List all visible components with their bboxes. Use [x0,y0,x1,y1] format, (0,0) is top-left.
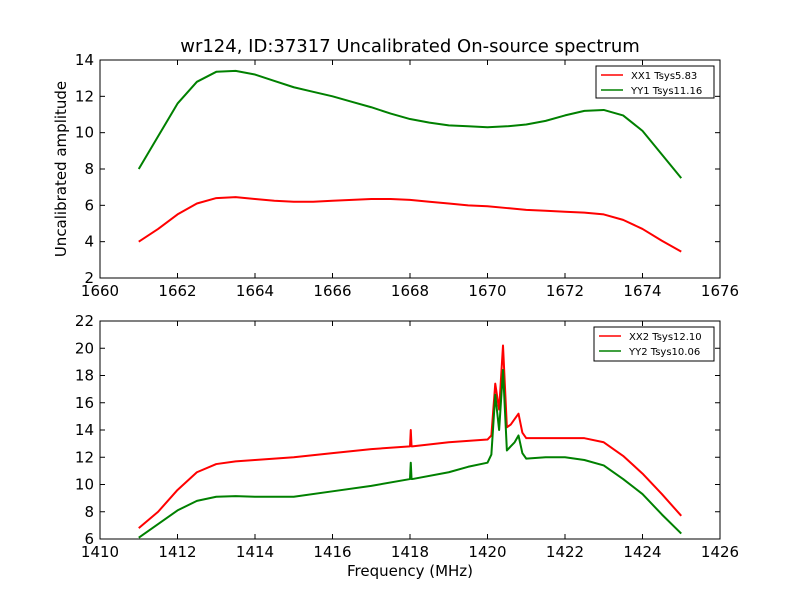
y-tick-label: 2 [84,269,94,287]
x-tick-label: 1416 [313,543,351,561]
x-tick-label: 1676 [701,282,739,300]
x-tick-label: 1424 [623,543,661,561]
x-tick-label: 1418 [391,543,429,561]
y-tick-label: 14 [75,421,94,439]
y-tick-label: 12 [75,448,94,466]
y-tick-label: 20 [75,339,94,357]
top-panel: 1660 1662 1664 1666 1668 1670 1672 1674 1676 2 4 6 8… [52,51,739,300]
x-tick-label: 1412 [158,543,196,561]
y-tick-label: 16 [75,394,94,412]
legend: XX2 Tsys12.10 YY2 Tsys10.06 [593,326,715,362]
x-tick-label: 1670 [468,282,506,300]
x-tick-label: 1426 [701,543,739,561]
x-tick-label: 1664 [236,282,274,300]
y-axis-title: Uncalibrated amplitude [52,81,70,257]
x-axis-title: Frequency (MHz) [347,562,473,580]
y-tick-label: 12 [75,87,94,105]
x-tick-label: 1410 [81,543,119,561]
series-line-yy [137,69,683,179]
y-tick-label: 8 [84,160,94,178]
y-tick-label: 14 [75,51,94,69]
y-tick-label: 18 [75,367,94,385]
y-tick-label: 22 [75,312,94,330]
legend-box [595,65,715,99]
legend: XX1 Tsys5.83 YY1 Tsys11.16 [595,65,715,99]
legend-label: XX1 Tsys5.83 [631,71,697,82]
x-tick-label: 1674 [623,282,661,300]
legend-label: YY2 Tsys10.06 [628,347,700,358]
x-tick-label: 1422 [546,543,584,561]
series-line-xx [138,344,682,529]
series-line-yy [138,369,682,539]
bottom-panel: 1410 1412 1414 1416 1418 1420 1422 1424 14266810… [75,312,739,580]
y-tick-label: 6 [84,196,94,214]
legend-label: YY1 Tsys11.16 [630,86,702,97]
x-tick-label: 1662 [158,282,196,300]
x-tick-label: 1666 [313,282,351,300]
legend-box [593,326,715,362]
x-tick-label: 1660 [81,282,119,300]
y-tick-label: 8 [84,503,94,521]
legend-label: XX2 Tsys12.10 [629,332,702,343]
x-tick-label: 1414 [236,543,274,561]
x-tick-label: 1668 [391,282,429,300]
x-tick-label: 1672 [546,282,584,300]
y-tick-label: 10 [75,124,94,142]
x-tick-label: 1420 [468,543,506,561]
figure-title: wr124, ID:37317 Uncalibrated On-source s… [180,36,640,57]
series-line-xx [138,196,682,253]
y-tick-label: 6 [84,530,94,548]
y-tick-label: 4 [84,233,94,251]
y-tick-label: 10 [75,476,94,494]
